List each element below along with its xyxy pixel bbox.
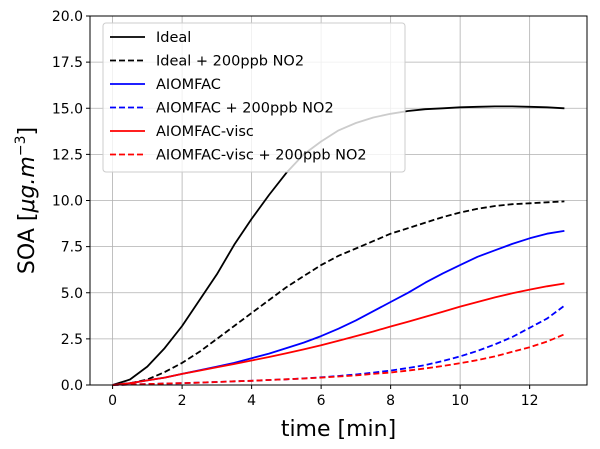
- y-tick-label: 20.0: [52, 9, 83, 25]
- legend-label: Ideal: [156, 30, 191, 46]
- ticks: 0 2 4 6 8 10 12 0.0 2.5 5.0 7.5 10.0 12.5 15.0 17.5 20.…: [52, 9, 539, 409]
- y-tick-label: 7.5: [61, 240, 83, 256]
- x-tick-label: 10: [451, 393, 469, 409]
- legend-label: AIOMFAC-visc + 200ppb NO2: [156, 148, 367, 164]
- series-line: [112, 282, 565, 386]
- legend-label: Ideal + 200ppb NO2: [156, 54, 304, 70]
- y-axis-label-unit: μg.m: [15, 156, 40, 213]
- x-tick-label: 6: [317, 393, 326, 409]
- y-tick-label: 12.5: [52, 147, 83, 163]
- y-tick-label: 15.0: [52, 101, 83, 117]
- series-line: [112, 200, 565, 386]
- x-tick-label: 2: [178, 393, 187, 409]
- y-tick-label: 5.0: [61, 286, 83, 302]
- y-axis-label: SOA [μg.m−3]: [13, 127, 40, 274]
- series-line: [112, 333, 565, 386]
- legend-box: [102, 22, 406, 173]
- x-tick-label: 0: [108, 393, 117, 409]
- y-axis-label-text: SOA [: [15, 213, 40, 275]
- legend-label: AIOMFAC-visc: [156, 124, 254, 140]
- y-axis-label-exponent: −3: [13, 136, 29, 157]
- y-tick-label: 0.0: [61, 378, 83, 394]
- legend-label: AIOMFAC: [156, 77, 221, 93]
- y-tick-label: 17.5: [52, 55, 83, 71]
- x-tick-label: 8: [386, 393, 395, 409]
- legend: Ideal Ideal + 200ppb NO2 AIOMFAC AIOMFAC + …: [102, 22, 406, 173]
- x-axis-label: time [min]: [281, 417, 396, 442]
- legend-label: AIOMFAC + 200ppb NO2: [156, 101, 334, 117]
- y-axis-label-close: ]: [15, 127, 40, 136]
- y-tick-label: 2.5: [61, 332, 83, 348]
- x-tick-label: 12: [521, 393, 539, 409]
- x-tick-label: 4: [247, 393, 256, 409]
- y-tick-label: 10.0: [52, 194, 83, 210]
- series-lines: [112, 105, 565, 386]
